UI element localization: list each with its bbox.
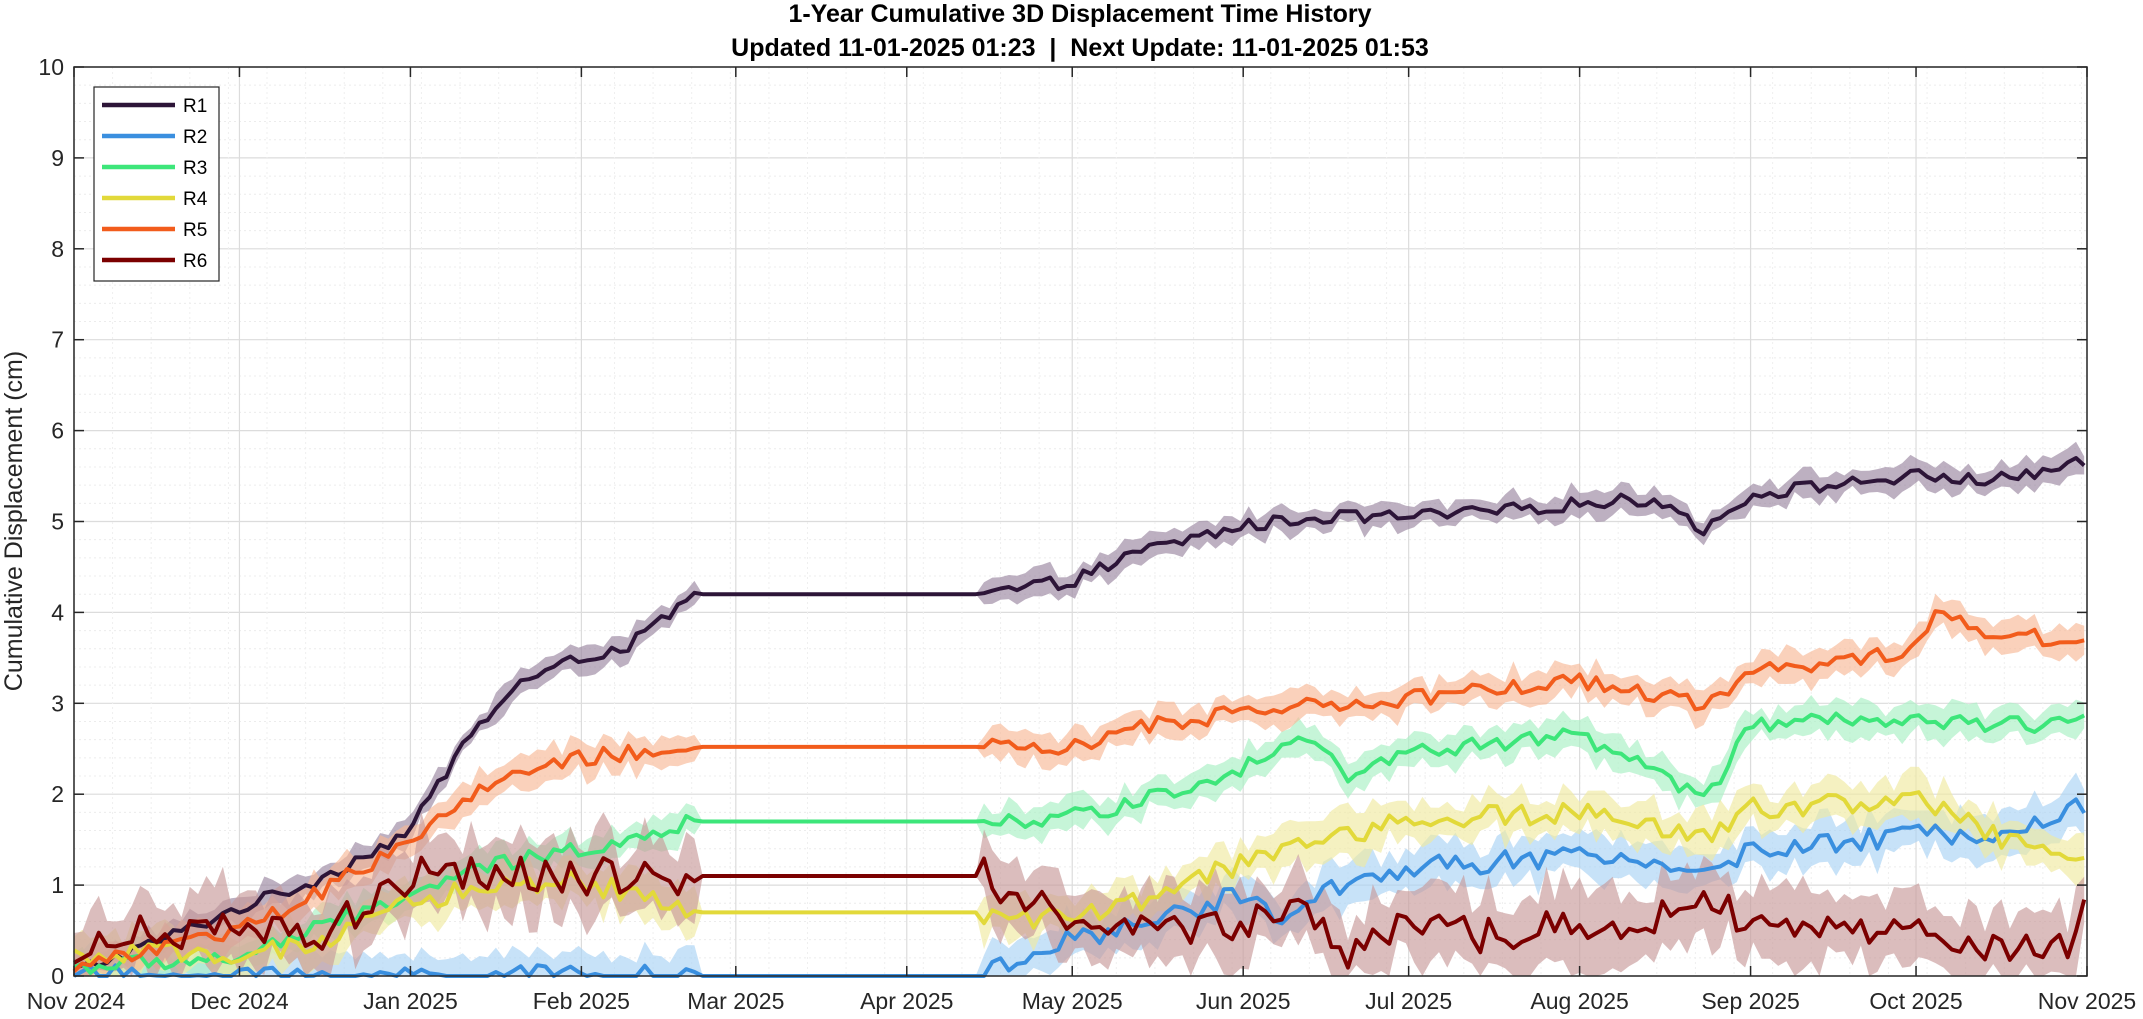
x-tick-label: Mar 2025	[687, 988, 784, 1014]
legend-label-r1: R1	[183, 96, 207, 117]
x-tick-label: Dec 2024	[190, 988, 289, 1014]
y-tick-label: 6	[51, 418, 64, 444]
chart-title: 1-Year Cumulative 3D Displacement Time H…	[788, 0, 1371, 28]
y-tick-label: 9	[51, 145, 64, 171]
series-line-r4	[73, 790, 2085, 966]
legend-box	[93, 86, 220, 282]
chart-subtitle: Updated 11-01-2025 01:23 | Next Update: …	[731, 34, 1429, 62]
legend-label-r2: R2	[183, 127, 207, 148]
legend-label-r4: R4	[183, 189, 208, 210]
series-lines	[72, 456, 2087, 978]
series-line-r5	[72, 609, 2085, 973]
legend-label-r5: R5	[183, 220, 207, 241]
series-line-r2	[73, 797, 2086, 978]
y-tick-label: 5	[51, 509, 64, 535]
x-tick-label: Aug 2025	[1530, 988, 1628, 1014]
band-r4	[74, 766, 2085, 976]
x-tick-label: Sep 2025	[1701, 988, 1799, 1014]
y-tick-label: 7	[51, 327, 64, 353]
x-tick-label: Oct 2025	[1869, 988, 1962, 1014]
x-tick-label: Jun 2025	[1196, 988, 1291, 1014]
y-tick-label: 3	[51, 690, 64, 716]
x-tick-label: Feb 2025	[533, 988, 630, 1014]
y-tick-label: 4	[51, 599, 64, 625]
x-tick-label: Jan 2025	[363, 988, 458, 1014]
y-tick-label: 8	[51, 236, 64, 262]
legend-label-r6: R6	[183, 251, 207, 272]
axis-ticks: 0 1 2 3 4 5 6 7 8 9 10 Nov 2024 Dec 2024 Jan 2025 Feb …	[27, 54, 2136, 1014]
legend-items: R1 R2 R3 R4 R5 R6	[102, 96, 208, 272]
y-tick-label: 1	[51, 872, 64, 898]
x-tick-label: Nov 2025	[2038, 988, 2136, 1014]
series-line-r1	[73, 456, 2086, 971]
series-line-r3	[73, 711, 2086, 975]
legend: R1 R2 R3 R4 R5 R6	[93, 86, 220, 282]
x-tick-label: May 2025	[1022, 988, 1123, 1014]
y-tick-label: 10	[38, 54, 64, 80]
band-r5	[74, 593, 2085, 976]
x-tick-label: Jul 2025	[1365, 988, 1452, 1014]
x-tick-label: Nov 2024	[27, 988, 126, 1014]
legend-label-r3: R3	[183, 158, 207, 179]
x-tick-label: Apr 2025	[860, 988, 953, 1014]
y-axis-label: Cumulative Displacement (cm)	[0, 351, 28, 691]
series-line-r6	[73, 855, 2087, 970]
y-tick-label: 2	[51, 781, 64, 807]
y-tick-label: 0	[51, 963, 64, 989]
